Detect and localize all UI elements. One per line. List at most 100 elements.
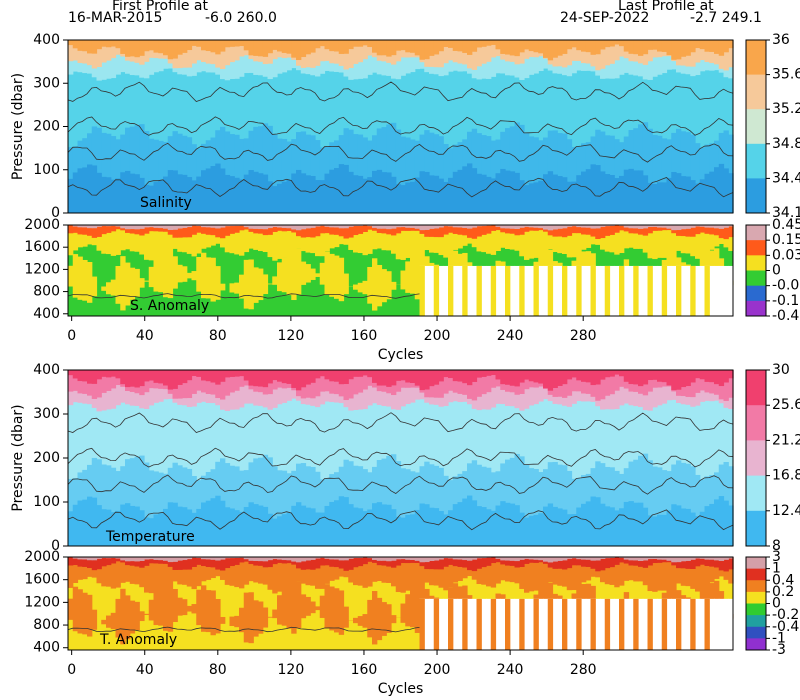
heat-cell [467,40,473,55]
heat-cell [172,225,178,230]
heat-cell [277,262,283,292]
heat-cell [77,40,83,51]
heat-cell [191,225,197,257]
heat-cell [210,557,216,579]
heat-cell [139,510,145,546]
heat-cell [205,500,212,546]
heat-cell [376,557,383,582]
heat-cell [357,225,364,254]
heat-cell [229,176,235,213]
heat-cell [163,176,169,213]
heat-cell [728,370,734,379]
heat-cell [443,557,449,591]
heat-cell [220,40,226,52]
heat-cell [134,557,140,585]
heat-cell [699,557,706,559]
heat-cell [519,370,525,383]
heat-cell [267,40,273,54]
heat-cell [400,557,406,560]
colorbar-tick-label: 1 [772,561,781,577]
heat-cell [110,557,117,589]
heat-cell [676,128,682,213]
x-tick-label: 240 [497,662,524,678]
heat-cell [562,177,568,213]
heat-cell [462,225,468,236]
heat-cell [239,370,245,408]
heat-cell [481,225,487,235]
heat-cell [129,267,136,300]
heat-cell [495,173,501,213]
heat-cell [519,557,525,567]
heat-cell [134,225,140,230]
heat-cell [82,259,88,301]
heat-cell [91,165,98,213]
heat-cell [628,370,634,385]
heat-cell [224,174,231,213]
x-tick-label: 160 [351,328,378,344]
heat-cell [158,225,164,257]
heat-cell [495,557,501,563]
heat-cell [714,370,720,385]
heat-cell [277,557,283,563]
heat-cell [96,370,102,380]
heat-cell [144,40,150,52]
heat-cell [623,40,630,52]
heat-cell [243,225,250,253]
heat-cell [148,185,155,213]
heat-cell [300,131,307,213]
heat-cell [410,40,416,53]
y-tick-label: 0 [51,205,60,221]
heat-cell [310,40,316,68]
heat-cell [685,225,691,237]
heat-cell [538,140,544,213]
heat-cell [590,557,596,569]
heat-cell [728,598,734,650]
heat-cell [68,557,74,588]
heat-cell [324,173,330,213]
heat-cell [590,40,596,55]
heat-cell [647,225,653,234]
heat-cell [381,127,387,213]
heat-cell [709,171,715,213]
heat-cell [652,225,658,227]
heat-cell [362,511,368,546]
heat-cell [676,173,682,213]
heat-cell [334,40,340,64]
heat-cell [657,40,663,52]
heat-cell [514,225,520,236]
heat-cell [400,557,406,564]
heat-cell [215,370,221,385]
heat-cell [585,598,592,650]
heat-cell [619,40,625,75]
heat-cell [600,503,606,546]
heat-cell [642,265,649,316]
heat-cell [144,557,150,566]
heat-cell [543,370,549,389]
heat-cell [224,507,231,546]
y-tick-label: 300 [33,75,60,91]
heat-cell [125,225,131,230]
heat-cell [695,40,701,63]
heat-cell [68,225,74,256]
heat-cell [723,168,729,213]
heat-cell [552,557,558,569]
x-tick-label: 0 [67,662,76,678]
heat-cell [695,557,701,592]
heat-cell [367,225,373,227]
heat-cell [680,598,687,650]
heat-cell [647,265,653,316]
heat-cell [619,175,625,213]
heat-cell [386,225,392,235]
heat-cell [490,557,497,564]
heat-cell [566,225,573,258]
heat-cell [543,225,549,252]
x-tick-label: 160 [351,662,378,678]
heat-cell [557,40,563,56]
heat-cell [433,508,440,546]
heat-cell [538,40,544,54]
heat-cell [163,575,169,631]
heat-cell [676,370,682,390]
heat-cell [391,225,397,236]
heat-cell [248,259,254,310]
x-tick-label: 40 [136,662,154,678]
